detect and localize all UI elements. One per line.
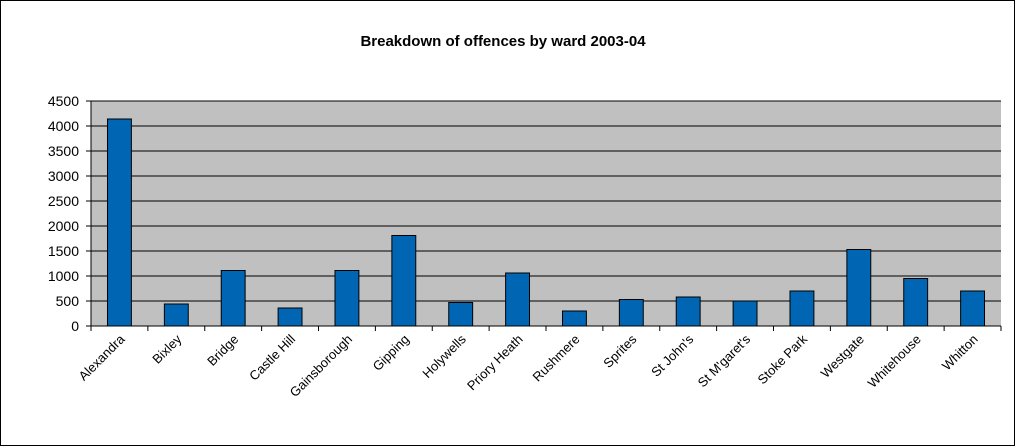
y-tick-label: 4500 (48, 93, 79, 109)
y-tick-label: 2000 (48, 218, 79, 234)
bar (561, 310, 587, 327)
y-tick-labels: 0 500 1000 1500 2000 2500 3000 3500 4000 4500 (48, 93, 79, 334)
x-category-label: Bridge (204, 332, 241, 369)
bar (163, 303, 189, 327)
bar (960, 290, 986, 327)
y-tick-label: 4000 (48, 118, 79, 134)
bar (220, 270, 246, 327)
x-category-label: Castle Hill (246, 331, 298, 383)
bar (789, 290, 815, 327)
y-tick-label: 500 (56, 293, 80, 309)
chart-title: Breakdown of offences by ward 2003-04 (360, 33, 646, 50)
y-tick-label: 3000 (48, 168, 79, 184)
x-category-label: Whitehouse (865, 332, 924, 391)
x-category-label: Holywells (419, 331, 469, 381)
bar (732, 300, 758, 327)
bar (618, 299, 644, 327)
bar (106, 118, 132, 327)
x-category-label: Priory Heath (464, 332, 526, 394)
x-category-label: Gipping (370, 332, 412, 374)
x-category-label: Stoke Park (754, 331, 810, 387)
x-category-label: Alexandra (76, 331, 129, 384)
x-category-label: Sprites (600, 331, 640, 371)
y-tick-label: 0 (71, 318, 79, 334)
axes (86, 100, 1002, 331)
x-category-label: Whitton (939, 332, 981, 374)
bar (846, 249, 872, 327)
bar (448, 302, 474, 327)
bars (106, 118, 986, 327)
y-tick-label: 3500 (48, 143, 79, 159)
y-tick-label: 2500 (48, 193, 79, 209)
bar (334, 270, 360, 327)
x-category-label: Bixley (149, 331, 184, 366)
bar (391, 235, 417, 327)
bar (903, 278, 929, 327)
x-category-labels: Alexandra Bixley Bridge Castle HillGainsbor… (76, 331, 981, 400)
x-category-label: St M'garet's (695, 331, 754, 390)
bar (505, 272, 531, 327)
y-tick-label: 1000 (48, 268, 79, 284)
x-category-label: Westgate (818, 332, 867, 381)
bar (675, 296, 701, 327)
x-category-label: St John's (648, 331, 696, 379)
y-tick-label: 1500 (48, 243, 79, 259)
x-category-label: Rushmere (530, 332, 583, 385)
bar (277, 307, 303, 327)
